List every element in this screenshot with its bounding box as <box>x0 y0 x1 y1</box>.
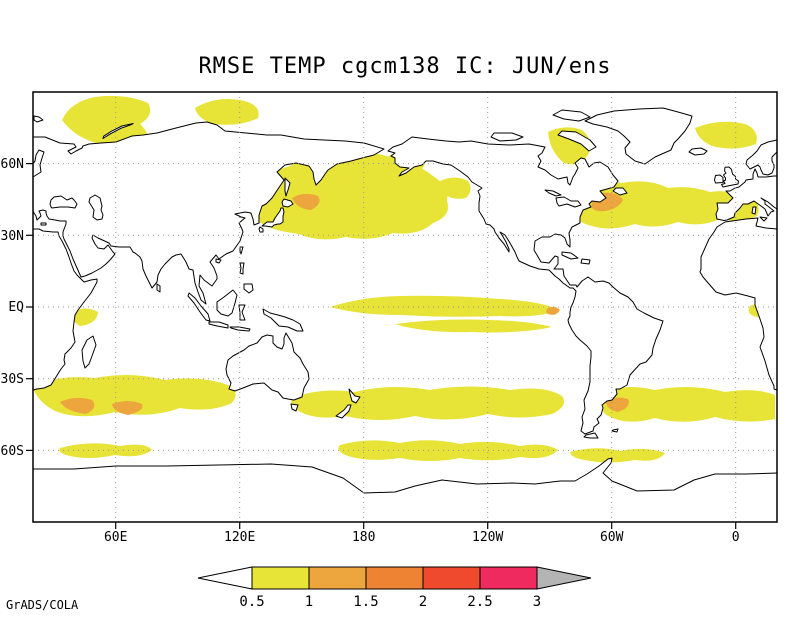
shading-norwegian-sea <box>695 121 757 149</box>
caspian-sea-outline <box>88 194 104 221</box>
coastline-africa-west <box>699 217 778 391</box>
coastline-taiwan <box>239 246 244 255</box>
coastline-baffin-island <box>557 130 597 152</box>
shading-brazil-malvinas-orange <box>606 397 629 412</box>
shading-south-pacific-band <box>291 386 565 420</box>
coastline-eurasia <box>32 121 385 305</box>
coastline-ellesmere-island <box>552 109 591 122</box>
shading-equatorial-pacific <box>330 295 560 317</box>
colorbar-segment-3 <box>365 566 424 590</box>
colorbar-label-5: 3 <box>533 594 541 610</box>
coastline-new-zealand-north <box>348 388 361 404</box>
colorbar-label-3: 2 <box>419 594 427 610</box>
axis-ticks <box>26 163 737 529</box>
shading-south-equatorial-pacific <box>395 319 552 333</box>
coastline-ireland <box>714 174 724 184</box>
coastline-kyushu <box>258 226 264 233</box>
coastline-layer <box>32 107 778 523</box>
coastline-hokkaido <box>281 198 294 208</box>
coastline-madagascar <box>81 335 97 369</box>
coastline-novaya-zemlya <box>102 123 134 139</box>
colorbar-segment-5 <box>479 566 538 590</box>
coastline-luzon <box>239 262 245 275</box>
lat-label-30n: 30N <box>1 229 24 244</box>
shading-west-indian-ocean <box>71 308 98 326</box>
black-sea-outline <box>49 195 78 209</box>
coastline-tierra-del-fuego <box>583 432 599 439</box>
great-lakes-lower-outline <box>555 196 582 208</box>
coastline-new-guinea <box>262 308 304 332</box>
coastline-antarctica <box>32 457 778 523</box>
coastline-iceland <box>688 147 708 156</box>
shading-southern-ocean-atlantic <box>570 448 665 463</box>
shading-barents-sea <box>62 95 151 147</box>
coastline-hispaniola <box>580 258 591 265</box>
coastline-newfoundland <box>612 187 628 196</box>
shading-southern-ocean-african <box>59 443 152 458</box>
coastline-hainan <box>215 258 222 264</box>
coastline-europe-west <box>715 168 778 221</box>
shading-north-pacific <box>249 151 449 240</box>
shading-gulf-of-alaska <box>438 177 471 199</box>
coastline-cuba <box>561 251 579 260</box>
coastline-sakhalin <box>284 177 291 197</box>
coastline-sri-lanka <box>156 283 161 293</box>
lon-label-60e: 60E <box>104 530 127 545</box>
colorbar-label-2: 1.5 <box>353 594 378 610</box>
graticule <box>33 92 777 522</box>
coastline-australia <box>225 332 310 401</box>
shading-kuroshio-core-orange <box>292 193 320 210</box>
shading-peru-coast-orange <box>546 306 560 315</box>
coastline-greenland <box>584 107 693 165</box>
crete-outline <box>40 222 47 226</box>
coastline-new-zealand-south <box>335 404 352 419</box>
coastline-tasmania <box>290 403 299 412</box>
lat-label-60s: 60S <box>1 444 24 459</box>
colorbar-segment-4 <box>422 566 481 590</box>
great-lakes-superior-outline <box>544 189 562 197</box>
coastline-falklands <box>611 428 619 433</box>
lon-label-180: 180 <box>352 530 375 545</box>
colorbar-label-1: 1 <box>305 594 313 610</box>
shading-agulhas-core-orange <box>60 397 95 414</box>
colorbar: 0.5 1 1.5 2 2.5 3 <box>197 566 592 610</box>
lat-label-eq: EQ <box>8 300 24 315</box>
coastline-java <box>208 321 229 329</box>
coastline-honshu <box>261 207 285 228</box>
shading-south-atlantic-band <box>598 386 775 422</box>
lon-label-60w: 60W <box>600 530 624 545</box>
lat-label-60n: 60N <box>1 157 24 172</box>
lon-label-0: 0 <box>732 530 740 545</box>
colorbar-segment-1 <box>251 566 310 590</box>
axis-labels: 60N 30N EQ 30S 60S 60E 120E 180 120W 60W… <box>1 157 740 545</box>
shading-kara-laptev <box>195 99 259 125</box>
colorbar-segment-2 <box>308 566 367 590</box>
coastline-mindanao <box>243 283 254 294</box>
colorbar-arrow-high <box>536 566 592 590</box>
colorbar-arrow-low <box>197 566 253 590</box>
lon-label-120w: 120W <box>472 530 503 545</box>
grads-credit: GrADS/COLA <box>6 598 79 612</box>
colorbar-label-4: 2.5 <box>467 594 492 610</box>
shading-south-indian-core-orange <box>112 401 143 415</box>
lon-label-120e: 120E <box>224 530 255 545</box>
coastline-svalbard <box>33 115 44 123</box>
coastline-sicily <box>759 216 768 222</box>
coastline-victoria-island <box>490 132 524 142</box>
lat-label-30s: 30S <box>1 372 24 387</box>
coastline-africa-east <box>32 228 98 391</box>
coastline-borneo <box>216 289 238 317</box>
coastline-sardinia <box>751 206 757 215</box>
coastline-lesser-sunda <box>229 326 251 332</box>
coastline-scandinavia-west <box>745 139 778 176</box>
colorbar-label-0: 0.5 <box>239 594 264 610</box>
plot-title: RMSE TEMP cgcm138 IC: JUN/ens <box>198 54 611 79</box>
